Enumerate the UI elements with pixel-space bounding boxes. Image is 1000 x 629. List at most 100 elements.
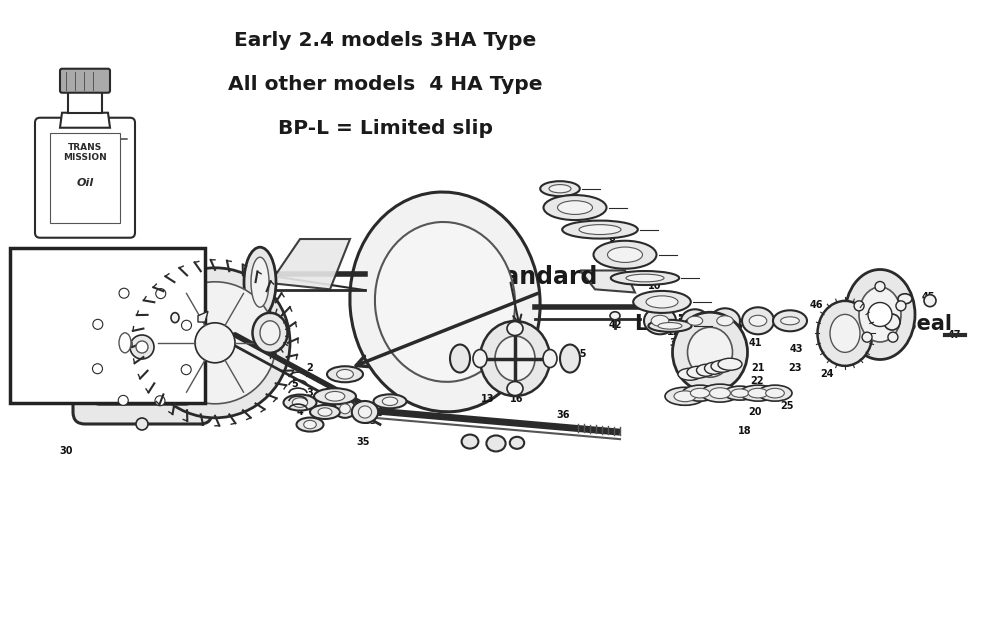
Text: 10: 10 [648,281,662,291]
Ellipse shape [717,316,733,326]
Text: 9: 9 [631,260,637,270]
Circle shape [884,314,900,330]
Ellipse shape [350,192,540,412]
Ellipse shape [658,323,682,329]
Text: Limited slip: Limited slip [635,314,772,334]
Ellipse shape [682,385,718,401]
Text: 8: 8 [609,237,615,247]
Text: 16: 16 [510,363,524,373]
Circle shape [155,396,165,406]
Ellipse shape [358,406,372,418]
Ellipse shape [688,327,732,377]
Circle shape [875,282,885,291]
Text: TRANS
MISSION: TRANS MISSION [63,143,107,162]
Ellipse shape [450,345,470,372]
Polygon shape [60,113,110,128]
Ellipse shape [704,362,724,374]
Text: 16: 16 [510,394,524,404]
Text: 32: 32 [189,311,203,321]
Text: 5: 5 [292,379,298,389]
FancyBboxPatch shape [60,69,110,92]
Ellipse shape [374,394,406,408]
Ellipse shape [646,296,678,308]
Ellipse shape [690,388,710,398]
Text: 33: 33 [147,332,161,342]
Ellipse shape [171,313,179,323]
Circle shape [868,303,892,326]
Ellipse shape [284,394,316,411]
Polygon shape [270,239,350,289]
Ellipse shape [334,400,356,418]
Ellipse shape [507,382,523,396]
Ellipse shape [674,391,696,402]
Text: 4: 4 [297,407,303,417]
Ellipse shape [610,312,620,320]
Text: 36: 36 [556,410,570,420]
Ellipse shape [711,360,733,372]
Text: 45: 45 [921,292,935,302]
Ellipse shape [845,269,915,360]
Ellipse shape [119,333,131,353]
Ellipse shape [544,195,606,220]
Ellipse shape [718,359,742,370]
Circle shape [136,418,148,430]
Bar [50,133,120,223]
Ellipse shape [486,435,506,452]
Ellipse shape [507,321,523,335]
Polygon shape [198,311,208,322]
Ellipse shape [510,437,524,449]
Text: 47: 47 [947,330,961,340]
Text: 6: 6 [563,187,569,197]
Text: 20: 20 [678,398,692,408]
Text: 23: 23 [788,363,802,373]
Text: 25: 25 [780,401,794,411]
Text: BP-L = Limited slip: BP-L = Limited slip [278,120,492,138]
FancyBboxPatch shape [35,118,135,238]
Ellipse shape [594,241,656,269]
Ellipse shape [562,221,638,238]
Ellipse shape [473,350,487,367]
Ellipse shape [327,366,363,382]
Ellipse shape [749,315,767,326]
Text: 12: 12 [667,327,681,337]
Ellipse shape [665,387,705,405]
Ellipse shape [292,398,308,408]
Text: 39: 39 [669,338,683,348]
Text: 30: 30 [383,394,397,404]
Text: 21: 21 [751,363,765,373]
Ellipse shape [251,257,269,307]
Ellipse shape [773,310,807,331]
Ellipse shape [710,308,740,333]
Text: 11: 11 [665,303,679,313]
Text: 3: 3 [307,388,313,398]
Ellipse shape [340,404,350,414]
Ellipse shape [701,384,739,402]
Ellipse shape [724,386,756,400]
Text: 26: 26 [98,350,112,360]
Text: 50: 50 [711,333,725,343]
Text: 44: 44 [898,292,912,302]
Circle shape [156,289,166,299]
Ellipse shape [314,388,356,404]
Ellipse shape [651,315,669,326]
Ellipse shape [608,247,642,262]
Text: All other models  4 HA Type: All other models 4 HA Type [228,75,542,94]
Ellipse shape [672,312,748,392]
Ellipse shape [611,271,679,285]
Text: 48: 48 [885,317,899,327]
Ellipse shape [678,368,702,381]
FancyBboxPatch shape [92,289,193,405]
Text: 15: 15 [465,349,479,359]
Text: 35: 35 [356,437,370,447]
Text: Oil: Oil [76,178,94,187]
Circle shape [136,341,148,353]
Text: 41: 41 [748,338,762,348]
Ellipse shape [687,316,703,325]
Text: Oil seal: Oil seal [865,314,952,334]
Text: 43: 43 [789,344,803,354]
Ellipse shape [633,291,691,313]
Circle shape [154,282,276,404]
Circle shape [182,320,192,330]
Text: 21: 21 [698,350,712,360]
Ellipse shape [549,184,571,193]
